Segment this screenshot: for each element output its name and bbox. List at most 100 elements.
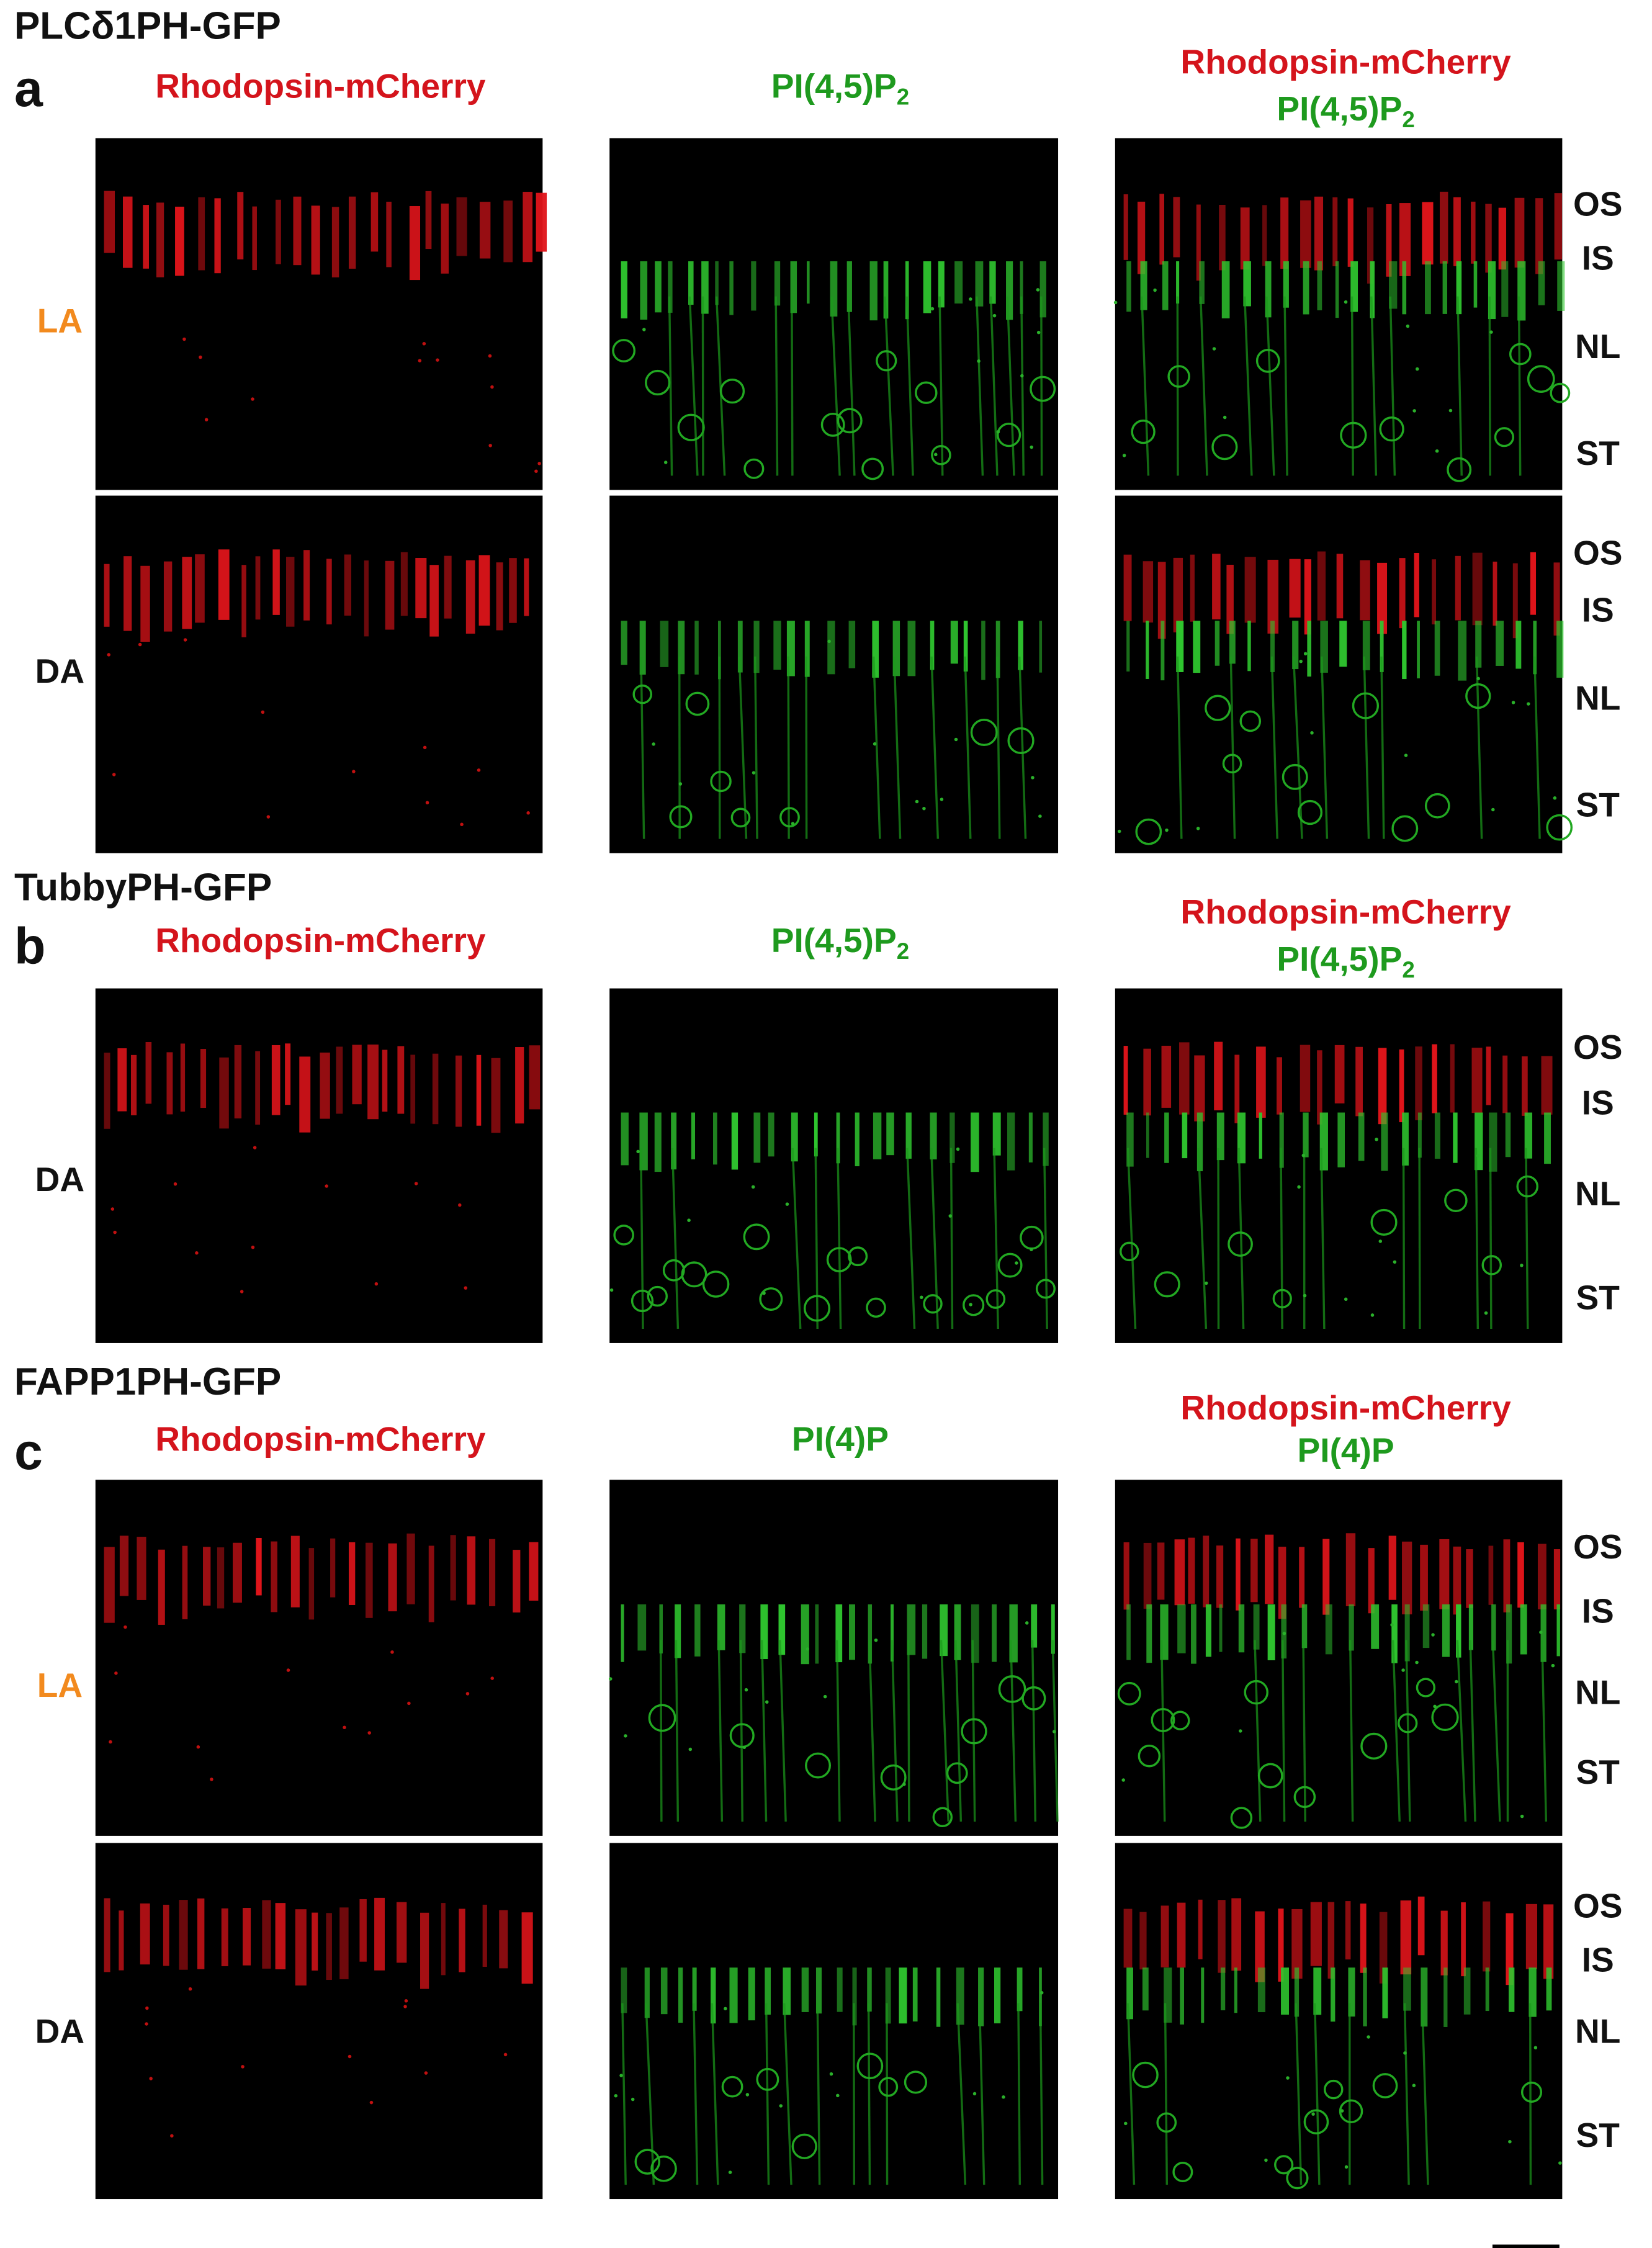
is-signal [848,1604,855,1660]
nucleus-signal [820,412,845,437]
puncta [1553,796,1557,800]
puncta [403,2005,407,2008]
puncta [1415,367,1419,371]
nucleus-signal [1138,1744,1161,1768]
header-subscript: 2 [897,84,909,109]
os-signal [1143,1048,1151,1116]
micrograph [95,988,543,1343]
fiber-signal [1457,296,1463,476]
micrograph [609,495,1059,853]
layer-label: IS [1582,238,1614,277]
os-signal [1300,1045,1311,1112]
is-signal [621,1112,629,1166]
layer-label: IS [1582,590,1614,629]
os-signal [145,1041,152,1104]
os-signal [1244,557,1256,623]
puncta [920,1295,923,1299]
is-signal [949,1112,955,1163]
puncta [188,1987,192,1991]
nucleus-signal [1398,1713,1418,1733]
puncta [827,639,831,644]
nucleus-signal [970,719,998,747]
puncta [1113,300,1118,305]
os-signal [182,557,192,629]
os-signal [1399,558,1406,629]
os-signal [1332,197,1338,267]
puncta [687,1218,691,1222]
os-signal [1255,1911,1265,1982]
fiber-signal [1031,1640,1037,1822]
column-header: Rhodopsin-mCherry [155,66,486,105]
is-signal [1270,621,1275,672]
fiber-signal [1418,1148,1421,1329]
os-signal [465,560,475,634]
os-signal [396,1902,407,1963]
is-signal [1442,261,1447,314]
os-signal [163,561,173,632]
puncta [609,1677,613,1681]
os-signal [221,1908,228,1966]
puncta [678,782,683,786]
is-signal [922,1604,928,1659]
os-signal [299,1056,311,1133]
puncta [751,1185,755,1189]
column-header: Rhodopsin-mCherry [1180,1388,1511,1426]
puncta [1508,2139,1512,2144]
fiber-signal [964,656,972,839]
os-signal [303,550,310,621]
os-signal [1377,562,1388,634]
puncta [1297,1185,1301,1189]
os-signal [195,554,205,623]
os-signal [293,196,302,266]
puncta [1311,2112,1315,2116]
puncta [642,328,646,331]
fiber-signal [867,2003,871,2185]
os-signal [1386,204,1392,277]
os-signal [123,196,133,268]
puncta [503,2052,508,2057]
micrograph [609,1480,1059,1836]
os-signal [271,1045,281,1115]
os-signal [428,1545,434,1622]
os-signal [1502,1055,1508,1113]
nucleus-signal [681,1261,707,1288]
os-signal [104,191,115,253]
nucleus-signal [1211,434,1238,461]
nucleus-signal [1293,1786,1316,1809]
header-text: PI(4,5)P [771,66,897,105]
os-signal [456,197,467,256]
os-signal [476,1054,482,1126]
is-signal [739,1604,746,1653]
fiber-signal [1456,1640,1467,1822]
is-signal [801,1967,809,2012]
puncta [1520,1814,1524,1819]
puncta [873,742,877,746]
nucleus-signal [1021,1686,1046,1711]
is-signal [1337,1112,1345,1167]
puncta [1165,828,1169,832]
layer-label: OS [1573,1527,1623,1566]
puncta [972,2092,977,2096]
os-signal [1231,1898,1242,1971]
os-signal [255,1051,261,1125]
micrograph-background [609,1480,1059,1836]
puncta [1476,1154,1480,1158]
os-signal [1440,1910,1448,1976]
puncta [948,1214,953,1218]
header-text: Rhodopsin-mCherry [155,1419,486,1458]
is-signal [1463,1967,1471,2015]
puncta [261,710,265,714]
os-signal [536,192,547,252]
micrograph-background [95,1480,543,1836]
fiber-signal [1280,1148,1283,1329]
os-signal [243,1908,251,1966]
nucleus-signal [1550,382,1571,403]
puncta [752,771,756,775]
os-signal [234,1045,242,1119]
is-signal [899,1967,907,2024]
fiber-signal [954,1640,963,1822]
is-signal [1501,261,1509,317]
puncta [210,1778,213,1781]
fiber-signal [688,296,699,476]
os-signal [482,1904,487,1967]
